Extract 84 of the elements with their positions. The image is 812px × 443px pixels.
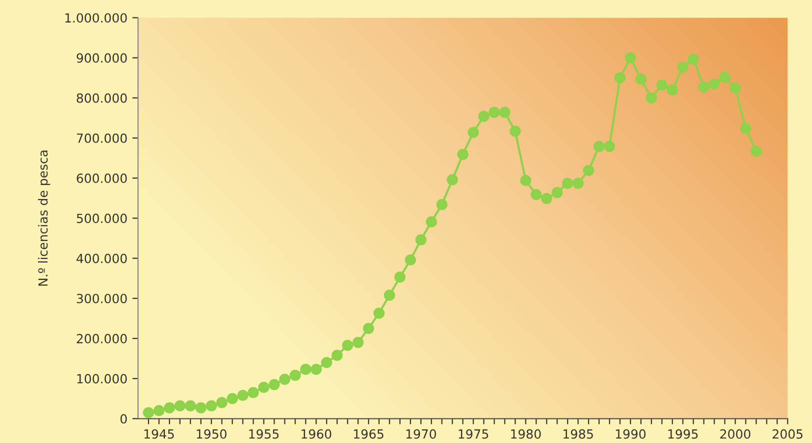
x-tick-label: 1975 — [458, 429, 488, 439]
point — [195, 402, 206, 414]
point — [656, 80, 668, 91]
y-tick-label: 600.000 — [76, 174, 127, 184]
point — [300, 364, 312, 375]
point — [740, 122, 752, 134]
point — [142, 407, 154, 418]
x-tick-label: 2005 — [772, 429, 802, 439]
point — [530, 188, 542, 200]
x-tick-label: 1995 — [668, 429, 698, 439]
x-tick-label: 1970 — [406, 429, 436, 439]
point — [583, 164, 594, 176]
y-tick-label: 400.000 — [76, 254, 127, 264]
x-tick-label: 1960 — [302, 429, 332, 439]
point — [730, 82, 741, 94]
point — [708, 78, 720, 90]
point — [478, 110, 490, 122]
point — [593, 140, 605, 152]
y-axis-title: N.º licencias de pesca — [38, 150, 50, 286]
point — [520, 174, 532, 186]
point — [666, 84, 678, 96]
point — [164, 402, 176, 414]
point — [541, 192, 552, 204]
point — [614, 72, 626, 84]
x-tick-label: 1945 — [144, 429, 174, 439]
point — [332, 350, 343, 361]
y-tick-label: 900.000 — [76, 53, 127, 63]
y-tick-label: 1.000.000 — [65, 13, 127, 23]
point — [268, 379, 280, 390]
point — [310, 364, 322, 375]
point — [216, 397, 228, 408]
x-tick-label: 1985 — [564, 429, 593, 439]
point — [562, 178, 574, 189]
point — [457, 148, 468, 160]
point — [237, 390, 248, 401]
x-tick-label: 1950 — [196, 429, 226, 439]
point — [373, 308, 385, 319]
point — [404, 254, 416, 266]
point — [510, 126, 521, 137]
y-tick-label: 700.000 — [76, 133, 127, 143]
point — [646, 92, 657, 104]
point — [279, 374, 290, 385]
point — [552, 186, 563, 198]
point — [226, 393, 238, 404]
point — [174, 400, 186, 412]
point — [750, 146, 762, 157]
y-tick-label: 800.000 — [76, 93, 127, 103]
y-tick-label: 100.000 — [77, 374, 127, 384]
point — [635, 74, 647, 85]
point — [352, 336, 364, 348]
point — [184, 400, 196, 412]
point — [384, 290, 396, 301]
y-tick-label: 300.000 — [76, 294, 127, 304]
point — [290, 370, 301, 381]
point — [698, 82, 710, 93]
point — [499, 106, 510, 118]
point — [604, 140, 616, 152]
point — [258, 382, 270, 393]
point — [688, 53, 699, 65]
y-tick-label: 0 — [120, 414, 127, 424]
point — [342, 340, 354, 351]
point — [468, 126, 479, 138]
x-tick-label: 2000 — [720, 429, 750, 439]
point — [719, 72, 730, 83]
point — [153, 405, 165, 416]
point — [446, 174, 458, 186]
y-tick-label: 200.000 — [76, 334, 127, 344]
point — [206, 400, 217, 412]
x-tick-label: 1955 — [249, 429, 279, 439]
point — [436, 198, 448, 210]
point — [426, 216, 437, 228]
point — [248, 387, 259, 398]
point — [488, 106, 500, 118]
point — [415, 234, 426, 246]
x-tick-label: 1980 — [511, 429, 541, 439]
point — [624, 52, 636, 64]
x-tick-label: 1990 — [616, 429, 646, 439]
x-tick-label: 1965 — [354, 429, 384, 439]
point — [321, 356, 332, 368]
point — [362, 322, 374, 334]
y-tick-label: 500.000 — [76, 214, 127, 224]
point — [677, 61, 688, 73]
point — [572, 178, 584, 189]
point — [394, 272, 406, 283]
